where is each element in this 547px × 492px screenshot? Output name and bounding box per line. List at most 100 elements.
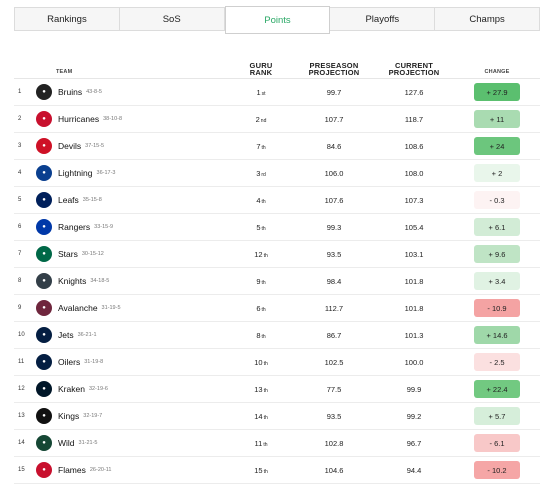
guru-rank: 1st xyxy=(228,88,294,97)
team-name[interactable]: Kings xyxy=(58,411,80,421)
team-record: 31-19-8 xyxy=(84,359,104,365)
change-cell: + 22.4 xyxy=(454,380,540,398)
team-cell: ● Flames 26-20-11 xyxy=(32,462,228,478)
change-cell: - 10.2 xyxy=(454,461,540,479)
team-cell: ● Lightning 36-17-3 xyxy=(32,165,228,181)
table-header: TEAM GURU RANK PRESEASON PROJECTION CURR… xyxy=(14,58,540,79)
team-name[interactable]: Rangers xyxy=(58,222,91,232)
team-name[interactable]: Stars xyxy=(58,249,78,259)
team-record: 35-15-8 xyxy=(82,197,102,203)
current-projection: 101.8 xyxy=(404,303,424,313)
team-name[interactable]: Knights xyxy=(58,276,87,286)
team-name[interactable]: Leafs xyxy=(58,195,79,205)
header-guru-rank: GURU RANK xyxy=(228,62,294,78)
kings-logo-icon: ● xyxy=(36,408,52,424)
table-row[interactable]: 8 ● Knights 34-18-5 9th 98.4 101.8 + 3.4 xyxy=(14,268,540,295)
knights-logo-icon: ● xyxy=(36,273,52,289)
table-row[interactable]: 11 ● Oilers 31-19-8 10th 102.5 100.0 - 2.5 xyxy=(14,349,540,376)
guru-rank-value: 7 xyxy=(256,141,261,151)
rangers-logo-icon: ● xyxy=(36,219,52,235)
guru-rank: 10th xyxy=(228,358,294,367)
table-body: 1 ● Bruins 43-8-5 1st 99.7 127.6 + 27.9 2 ● Hurric… xyxy=(14,79,540,484)
change-cell: + 9.6 xyxy=(454,245,540,263)
guru-rank-ordinal: th xyxy=(263,441,268,448)
guru-rank-ordinal: th xyxy=(261,225,266,232)
preseason-projection: 104.6 xyxy=(324,465,344,475)
kraken-logo-icon: ● xyxy=(36,381,52,397)
table-row[interactable]: 3 ● Devils 37-15-5 7th 84.6 108.6 + 24 xyxy=(14,133,540,160)
current-projection: 101.8 xyxy=(404,276,424,286)
header-preseason-line1: PRESEASON xyxy=(309,61,359,70)
table-row[interactable]: 12 ● Kraken 32-19-6 13th 77.5 99.9 + 22.4 xyxy=(14,376,540,403)
change-badge: + 24 xyxy=(474,137,520,155)
team-name[interactable]: Hurricanes xyxy=(58,114,100,124)
preseason-projection: 107.7 xyxy=(324,114,344,124)
current-projection: 99.9 xyxy=(406,384,422,394)
row-number: 15 xyxy=(18,467,25,473)
table-row[interactable]: 13 ● Kings 32-19-7 14th 93.5 99.2 + 5.7 xyxy=(14,403,540,430)
change-badge: + 2 xyxy=(474,164,520,182)
team-record: 31-19-5 xyxy=(101,305,121,311)
guru-rank: 14th xyxy=(228,412,294,421)
tab-rankings[interactable]: Rankings xyxy=(15,8,120,30)
row-number: 9 xyxy=(18,305,22,311)
preseason-projection: 102.8 xyxy=(324,438,344,448)
team-name[interactable]: Devils xyxy=(58,141,82,151)
tab-bar: Rankings SoS Points Playoffs Champs xyxy=(14,6,540,34)
team-record: 38-10-8 xyxy=(103,116,123,122)
lightning-logo-icon: ● xyxy=(36,165,52,181)
guru-rank: 8th xyxy=(228,331,294,340)
current-projection: 108.6 xyxy=(404,141,424,151)
oilers-logo-icon: ● xyxy=(36,354,52,370)
change-cell: + 27.9 xyxy=(454,83,540,101)
preseason-projection: 98.4 xyxy=(326,276,342,286)
team-cell: ● Stars 30-15-12 xyxy=(32,246,228,262)
change-cell: + 6.1 xyxy=(454,218,540,236)
team-record: 34-18-5 xyxy=(90,278,110,284)
tab-sos[interactable]: SoS xyxy=(120,8,225,30)
table-row[interactable]: 4 ● Lightning 36-17-3 3rd 106.0 108.0 + 2 xyxy=(14,160,540,187)
guru-rank-value: 9 xyxy=(256,276,261,286)
team-name[interactable]: Lightning xyxy=(58,168,93,178)
team-record: 36-17-3 xyxy=(96,170,116,176)
jets-logo-icon: ● xyxy=(36,327,52,343)
header-preseason-projection: PRESEASON PROJECTION xyxy=(294,62,374,78)
table-row[interactable]: 7 ● Stars 30-15-12 12th 93.5 103.1 + 9.6 xyxy=(14,241,540,268)
table-row[interactable]: 10 ● Jets 36-21-1 8th 86.7 101.3 + 14.6 xyxy=(14,322,540,349)
team-name[interactable]: Avalanche xyxy=(58,303,98,313)
team-name[interactable]: Kraken xyxy=(58,384,85,394)
change-cell: + 14.6 xyxy=(454,326,540,344)
change-cell: - 2.5 xyxy=(454,353,540,371)
team-cell: ● Rangers 33-15-9 xyxy=(32,219,228,235)
guru-rank-value: 4 xyxy=(256,195,261,205)
guru-rank-ordinal: st xyxy=(261,90,266,97)
table-row[interactable]: 6 ● Rangers 33-15-9 5th 99.3 105.4 + 6.1 xyxy=(14,214,540,241)
table-row[interactable]: 5 ● Leafs 35-15-8 4th 107.6 107.3 - 0.3 xyxy=(14,187,540,214)
team-name[interactable]: Bruins xyxy=(58,87,83,97)
row-number: 1 xyxy=(18,89,22,95)
table-row[interactable]: 1 ● Bruins 43-8-5 1st 99.7 127.6 + 27.9 xyxy=(14,79,540,106)
row-number: 12 xyxy=(18,386,25,392)
change-cell: - 0.3 xyxy=(454,191,540,209)
table-row[interactable]: 2 ● Hurricanes 38-10-8 2nd 107.7 118.7 + 11 xyxy=(14,106,540,133)
team-cell: ● Devils 37-15-5 xyxy=(32,138,228,154)
bruins-logo-icon: ● xyxy=(36,84,52,100)
table-row[interactable]: 15 ● Flames 26-20-11 15th 104.6 94.4- 10.2 xyxy=(14,457,540,484)
guru-rank-ordinal: th xyxy=(261,198,266,205)
tab-points[interactable]: Points xyxy=(224,6,331,34)
header-current-projection: CURRENT PROJECTION xyxy=(374,62,454,78)
preseason-projection: 106.0 xyxy=(324,168,344,178)
preseason-projection: 112.7 xyxy=(324,303,344,313)
tab-playoffs[interactable]: Playoffs xyxy=(330,8,436,30)
tab-champs[interactable]: Champs xyxy=(469,13,505,25)
guru-rank: 9th xyxy=(228,277,294,286)
team-name[interactable]: Wild xyxy=(58,438,75,448)
wild-logo-icon: ● xyxy=(36,435,52,451)
avalanche-logo-icon: ● xyxy=(36,300,52,316)
header-preseason-line2: PROJECTION xyxy=(308,68,360,77)
team-name[interactable]: Oilers xyxy=(58,357,81,367)
team-name[interactable]: Jets xyxy=(58,330,74,340)
team-name[interactable]: Flames xyxy=(58,465,86,475)
table-row[interactable]: 14 ● Wild 31-21-5 11th 102.8 96.7 - 6.1 xyxy=(14,430,540,457)
table-row[interactable]: 9 ● Avalanche 31-19-5 6th 112.7 101.8 - 10.9 xyxy=(14,295,540,322)
